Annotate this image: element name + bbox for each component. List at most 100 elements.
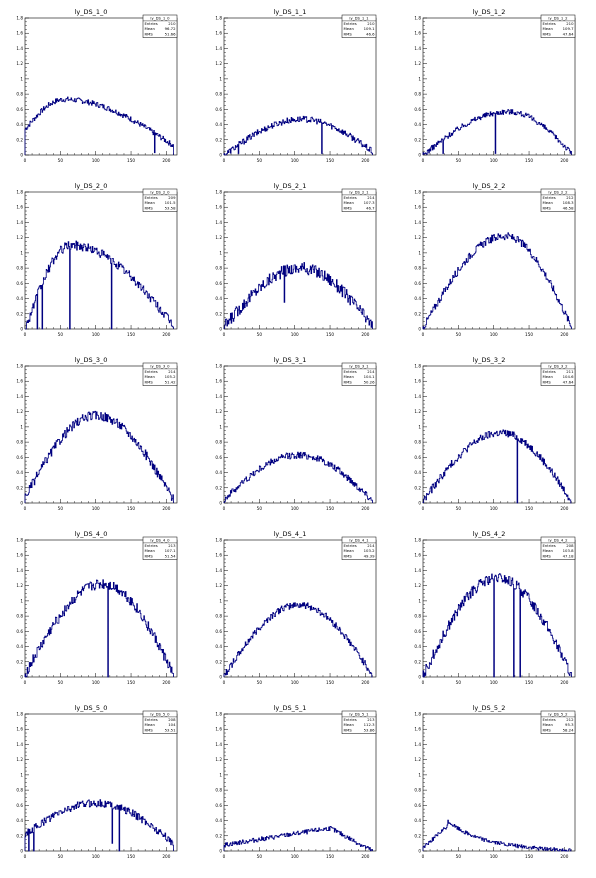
histogram-line (422, 109, 572, 156)
x-tick-label: 0 (422, 506, 425, 511)
stats-label: Entries (543, 543, 556, 548)
stats-label: RMS (145, 32, 154, 37)
x-tick-label: 150 (127, 158, 135, 163)
y-tick-label: 1.8 (414, 16, 421, 21)
y-tick-label: 0.4 (16, 296, 23, 301)
y-tick-label: 1.8 (16, 712, 23, 717)
x-tick-label: 150 (326, 506, 334, 511)
stats-value: 53.58 (165, 206, 176, 211)
y-tick-label: 0.6 (414, 803, 421, 808)
y-tick-label: 0.6 (16, 455, 23, 460)
stats-label: RMS (145, 206, 154, 211)
y-tick-label: 0.6 (414, 281, 421, 286)
stats-name: ly_DS_2_2 (548, 189, 568, 194)
y-tick-label: 1.6 (414, 31, 421, 36)
stats-value: 49.39 (364, 554, 375, 559)
y-tick-label: 0.6 (16, 107, 23, 112)
stats-value: 58.24 (563, 728, 574, 733)
stats-box (142, 188, 178, 212)
stats-label: RMS (344, 554, 353, 559)
stats-value: 112.3 (364, 722, 375, 727)
stats-value: 101.5 (165, 200, 176, 205)
stats-value: 51.66 (165, 32, 176, 37)
stats-label: Mean (543, 722, 554, 727)
stats-name: ly_DS_5_2 (548, 711, 568, 716)
stats-box (341, 710, 377, 734)
y-tick-label: 0.4 (16, 122, 23, 127)
y-tick-label: 0.8 (16, 266, 23, 271)
x-tick-label: 0 (422, 680, 425, 685)
x-tick-label: 50 (456, 680, 462, 685)
x-tick-label: 100 (291, 854, 299, 859)
histogram-line (422, 573, 572, 678)
x-tick-label: 150 (127, 506, 135, 511)
y-tick-label: 1.2 (414, 409, 421, 414)
histogram-line (223, 602, 373, 678)
x-tick-label: 200 (560, 854, 568, 859)
y-tick-label: 0.4 (215, 470, 222, 475)
stats-label: RMS (145, 728, 154, 733)
y-tick-label: 0.6 (215, 455, 222, 460)
x-tick-label: 150 (525, 854, 533, 859)
y-tick-label: 0 (20, 501, 23, 506)
y-tick-label: 0 (219, 675, 222, 680)
y-tick-label: 0.6 (215, 281, 222, 286)
y-tick-label: 1 (418, 598, 421, 603)
stats-value: 108.3 (563, 200, 574, 205)
y-tick-label: 1.2 (215, 61, 222, 66)
x-tick-label: 50 (58, 854, 64, 859)
x-tick-label: 200 (162, 158, 170, 163)
x-tick-label: 150 (525, 332, 533, 337)
y-tick-label: 1.2 (16, 61, 23, 66)
stats-value: 103.8 (563, 548, 574, 553)
y-tick-label: 1.4 (16, 394, 23, 399)
y-tick-label: 0 (219, 849, 222, 854)
y-tick-label: 0 (20, 327, 23, 332)
y-tick-label: 1.2 (16, 235, 23, 240)
x-tick-label: 200 (560, 506, 568, 511)
stats-value: 212 (566, 195, 574, 200)
y-tick-label: 1.2 (16, 409, 23, 414)
histogram-line (223, 115, 373, 156)
y-tick-label: 0.4 (215, 296, 222, 301)
stats-label: Mean (145, 548, 156, 553)
y-tick-label: 0 (219, 501, 222, 506)
x-tick-label: 0 (223, 506, 226, 511)
stats-value: 210 (566, 21, 574, 26)
y-tick-label: 0.2 (16, 485, 23, 490)
plot-frame (422, 17, 576, 156)
y-tick-label: 1.8 (215, 538, 222, 543)
histogram-title: ly_DS_5_2 (473, 704, 506, 712)
stats-value: 105.2 (165, 374, 176, 379)
x-tick-label: 50 (257, 506, 263, 511)
x-tick-label: 0 (24, 854, 27, 859)
x-tick-label: 100 (490, 854, 498, 859)
y-tick-label: 1.8 (215, 190, 222, 195)
stats-label: RMS (344, 380, 353, 385)
histogram-line (223, 451, 373, 504)
x-tick-label: 100 (291, 680, 299, 685)
plot-frame (422, 539, 576, 678)
x-tick-label: 100 (92, 854, 100, 859)
stats-label: Entries (543, 21, 556, 26)
y-tick-label: 0.2 (414, 833, 421, 838)
y-tick-label: 1.8 (16, 16, 23, 21)
plot-frame (24, 539, 178, 678)
y-tick-label: 0 (418, 849, 421, 854)
stats-box (142, 710, 178, 734)
x-tick-label: 200 (361, 680, 369, 685)
stats-value: 51.54 (165, 554, 176, 559)
x-tick-label: 0 (223, 158, 226, 163)
stats-box (341, 188, 377, 212)
stats-box (341, 362, 377, 386)
plot-frame (24, 365, 178, 504)
y-tick-label: 0.8 (16, 788, 23, 793)
y-tick-label: 0.4 (16, 818, 23, 823)
y-tick-label: 1.2 (414, 235, 421, 240)
stats-label: RMS (543, 554, 552, 559)
y-tick-label: 1 (20, 772, 23, 777)
y-tick-label: 0.8 (16, 440, 23, 445)
y-tick-label: 0.2 (215, 833, 222, 838)
y-tick-label: 0.2 (16, 659, 23, 664)
y-tick-label: 0.4 (414, 644, 421, 649)
